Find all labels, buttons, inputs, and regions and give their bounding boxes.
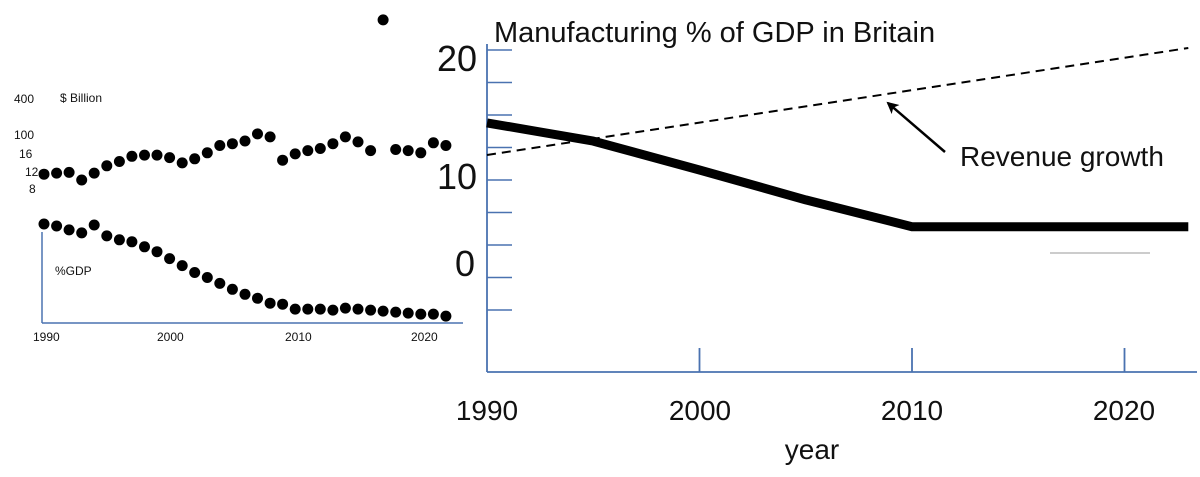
billion-point bbox=[264, 131, 276, 143]
billion-point bbox=[289, 148, 301, 160]
billion-ytick-400: 400 bbox=[14, 92, 34, 106]
billion-point bbox=[63, 166, 75, 178]
billion-point bbox=[352, 136, 364, 148]
billion-point bbox=[339, 131, 351, 143]
billion-ylabel: $ Billion bbox=[60, 91, 102, 105]
billion-point bbox=[51, 167, 63, 179]
gdp-point bbox=[139, 241, 150, 253]
gdp-point bbox=[226, 283, 238, 295]
xtick-label-2000: 2000 bbox=[669, 395, 731, 426]
gdp-point bbox=[440, 310, 452, 322]
gdp-point bbox=[427, 308, 439, 320]
billion-point bbox=[101, 160, 113, 172]
gdp-point bbox=[151, 246, 163, 258]
gdp-point bbox=[365, 304, 377, 316]
gdp-point bbox=[101, 230, 113, 242]
billion-point bbox=[214, 140, 226, 151]
gdp-xtick-2000: 2000 bbox=[157, 330, 184, 344]
billion-point bbox=[113, 156, 125, 167]
gdp-point bbox=[415, 308, 427, 320]
billion-point bbox=[164, 152, 176, 164]
billion-point bbox=[88, 167, 100, 179]
main-x-ticks bbox=[698, 348, 1126, 372]
billion-point bbox=[38, 168, 50, 180]
gdp-point bbox=[339, 302, 351, 314]
billion-point bbox=[226, 138, 238, 150]
billion-point bbox=[201, 147, 213, 159]
annotation-revenue-growth: Revenue growth bbox=[960, 141, 1164, 172]
gdp-ylabel: %GDP bbox=[55, 264, 92, 278]
annotation-arrow bbox=[886, 101, 946, 153]
gdp-point bbox=[352, 303, 364, 315]
gdp-point bbox=[264, 297, 276, 309]
gdp-point bbox=[252, 292, 263, 304]
billion-point bbox=[402, 145, 414, 157]
gdp-point bbox=[402, 307, 414, 319]
main-line-chart: Manufacturing % of GDP in Britain 20 10 … bbox=[437, 17, 1197, 465]
main-y-ticks bbox=[487, 49, 512, 311]
billion-point bbox=[427, 137, 439, 149]
billion-point bbox=[327, 138, 339, 150]
gdp-point bbox=[377, 305, 389, 317]
billion-point bbox=[314, 143, 326, 154]
gdp-point bbox=[38, 218, 50, 230]
xtick-label-2010: 2010 bbox=[881, 395, 943, 426]
gdp-point bbox=[176, 260, 188, 272]
gdp-point bbox=[289, 303, 301, 315]
billion-point bbox=[377, 14, 389, 26]
billion-point bbox=[440, 140, 452, 151]
billion-point bbox=[252, 128, 263, 140]
revenue-growth-line bbox=[486, 47, 1189, 156]
billion-point bbox=[139, 149, 150, 161]
gdp-point bbox=[327, 304, 339, 316]
xtick-label-2020: 2020 bbox=[1093, 395, 1155, 426]
gdp-point bbox=[126, 236, 138, 248]
chart-title: Manufacturing % of GDP in Britain bbox=[494, 17, 935, 49]
gdp-point bbox=[76, 227, 88, 239]
ytick-label-0: 0 bbox=[455, 243, 475, 284]
gdp-xtick-2010: 2010 bbox=[285, 330, 312, 344]
billion-point bbox=[151, 149, 163, 161]
billion-point bbox=[415, 147, 427, 159]
billion-point bbox=[176, 157, 188, 169]
gdp-point bbox=[164, 253, 176, 265]
billion-point bbox=[390, 144, 402, 155]
billion-points bbox=[38, 14, 452, 186]
x-axis-title: year bbox=[785, 434, 839, 465]
billion-ytick-16: 16 bbox=[19, 147, 33, 161]
gdp-point bbox=[63, 224, 75, 236]
billion-point bbox=[126, 150, 138, 162]
billion-ytick-8: 8 bbox=[29, 182, 36, 196]
gdp-points bbox=[38, 218, 452, 322]
gdp-xtick-1990: 1990 bbox=[33, 330, 60, 344]
ytick-label-20: 20 bbox=[437, 38, 477, 79]
gdp-point bbox=[302, 303, 314, 315]
gdp-point bbox=[51, 220, 63, 232]
gdp-point bbox=[239, 288, 251, 300]
billion-point bbox=[302, 145, 314, 157]
gdp-share-line bbox=[486, 118, 1189, 232]
gdp-point bbox=[189, 267, 201, 278]
billion-ytick-12: 12 bbox=[25, 165, 39, 179]
gdp-xtick-2020: 2020 bbox=[411, 330, 438, 344]
gdp-point bbox=[88, 219, 100, 231]
billion-point bbox=[365, 145, 377, 157]
gdp-point bbox=[277, 298, 289, 310]
billion-point bbox=[277, 154, 289, 166]
gdp-point bbox=[314, 303, 326, 315]
billion-scatter-chart: $ Billion 400 100 16 12 8 bbox=[14, 14, 452, 196]
xtick-label-1990: 1990 bbox=[456, 395, 518, 426]
gdp-point bbox=[201, 272, 213, 283]
billion-ytick-100: 100 bbox=[14, 128, 34, 142]
billion-point bbox=[239, 135, 251, 147]
gdp-point bbox=[390, 306, 402, 318]
gdp-point bbox=[214, 277, 226, 289]
ytick-label-10: 10 bbox=[437, 156, 477, 197]
billion-point bbox=[189, 153, 201, 165]
gdp-scatter-chart: %GDP 1990 2000 2010 2020 bbox=[33, 218, 463, 344]
billion-point bbox=[76, 174, 88, 186]
gdp-point bbox=[113, 234, 125, 246]
